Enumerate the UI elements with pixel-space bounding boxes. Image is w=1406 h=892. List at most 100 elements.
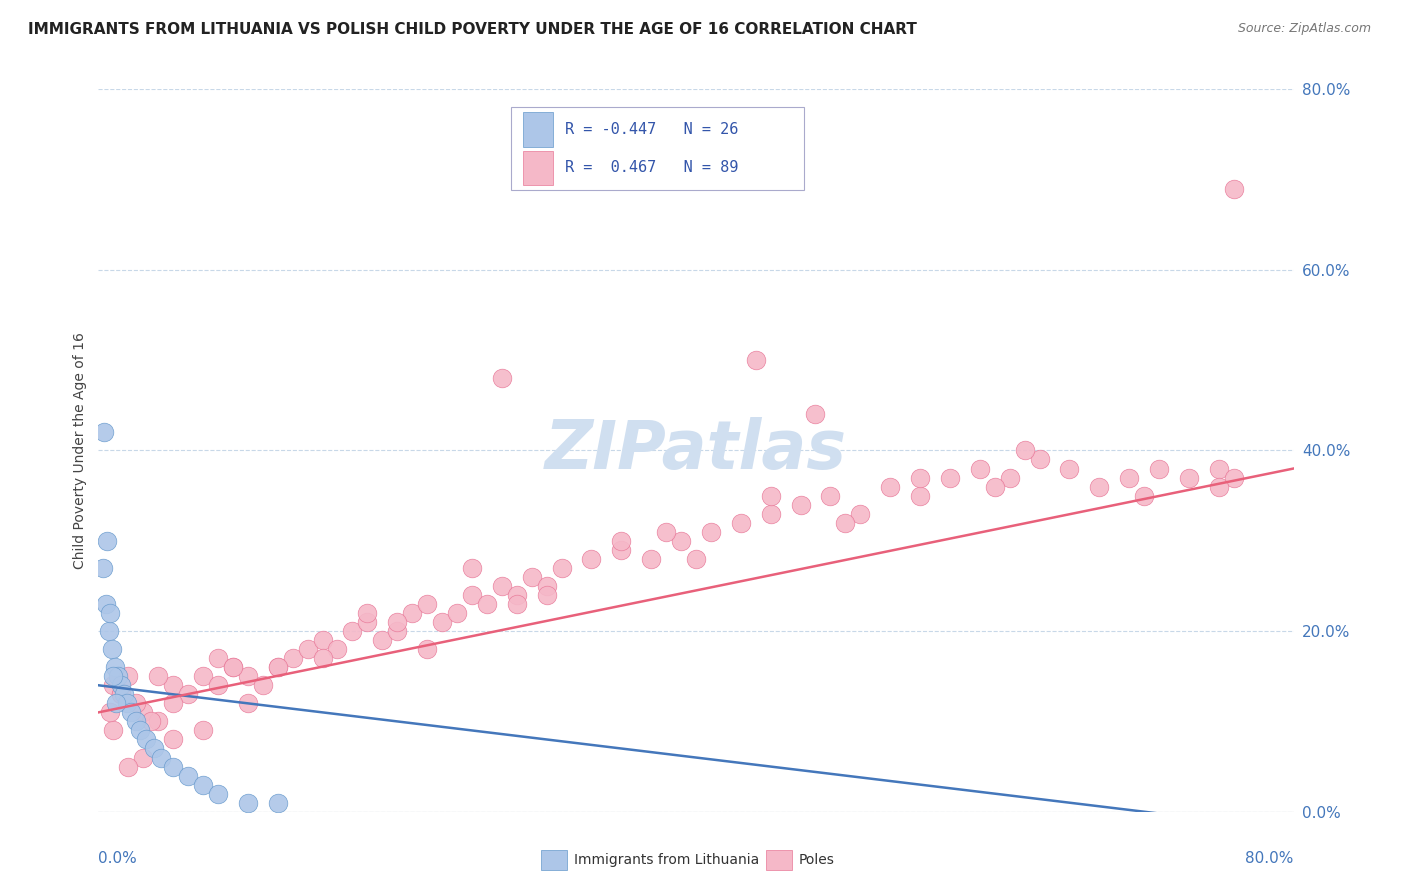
Point [281, 651, 304, 665]
Point [730, 516, 752, 530]
Point [267, 660, 290, 674]
Text: R =  0.467   N = 89: R = 0.467 N = 89 [565, 161, 738, 176]
Point [820, 489, 842, 503]
Point [908, 489, 931, 503]
Point [236, 796, 259, 810]
Point [506, 588, 529, 602]
Point [655, 524, 678, 539]
Text: R = -0.447   N = 26: R = -0.447 N = 26 [565, 122, 738, 137]
Point [98, 706, 122, 720]
Point [506, 597, 529, 611]
Point [297, 642, 319, 657]
Point [1088, 480, 1111, 494]
Point [162, 759, 184, 773]
Point [356, 606, 378, 620]
Point [110, 678, 132, 692]
Point [1208, 461, 1230, 475]
Point [132, 706, 155, 720]
Point [177, 687, 200, 701]
Point [132, 750, 155, 764]
Point [150, 750, 173, 764]
Point [759, 489, 782, 503]
Point [125, 696, 148, 710]
Point [222, 660, 245, 674]
Point [162, 678, 184, 692]
Point [536, 588, 558, 602]
Point [103, 669, 125, 683]
Point [610, 533, 633, 548]
Point [191, 723, 214, 738]
Point [669, 533, 692, 548]
Point [759, 507, 782, 521]
Point [789, 498, 811, 512]
Text: Immigrants from Lithuania: Immigrants from Lithuania [574, 853, 759, 867]
Point [371, 633, 394, 648]
Point [849, 507, 872, 521]
FancyBboxPatch shape [510, 107, 804, 190]
Point [1059, 461, 1081, 475]
Point [267, 796, 290, 810]
Point [207, 678, 229, 692]
Point [356, 615, 378, 629]
Point [125, 714, 148, 729]
Point [142, 741, 165, 756]
Text: Poles: Poles [799, 853, 835, 867]
Point [385, 615, 409, 629]
Point [475, 597, 498, 611]
Point [685, 551, 707, 566]
Point [117, 759, 139, 773]
Point [96, 533, 118, 548]
Point [236, 669, 259, 683]
Point [461, 588, 484, 602]
Point [834, 516, 856, 530]
Point [110, 687, 132, 701]
Point [103, 723, 125, 738]
Point [745, 353, 768, 368]
Point [416, 597, 439, 611]
Point [879, 480, 901, 494]
Point [207, 651, 229, 665]
Point [581, 551, 603, 566]
Point [191, 778, 214, 792]
Text: Source: ZipAtlas.com: Source: ZipAtlas.com [1237, 22, 1371, 36]
Point [107, 669, 129, 683]
Y-axis label: Child Poverty Under the Age of 16: Child Poverty Under the Age of 16 [73, 332, 87, 569]
Point [311, 651, 333, 665]
Point [162, 732, 184, 747]
Point [139, 714, 162, 729]
Point [1208, 480, 1230, 494]
Point [236, 696, 259, 710]
Point [148, 714, 170, 729]
Point [326, 642, 349, 657]
Point [461, 561, 484, 575]
Point [101, 642, 124, 657]
Point [491, 579, 513, 593]
Point [252, 678, 274, 692]
Point [1178, 470, 1201, 484]
Point [430, 615, 453, 629]
Text: ZIPatlas: ZIPatlas [546, 417, 846, 483]
Point [110, 687, 132, 701]
Point [908, 470, 931, 484]
Point [117, 669, 139, 683]
Bar [523, 112, 553, 147]
Point [401, 606, 423, 620]
Point [267, 660, 290, 674]
Point [103, 678, 125, 692]
Point [177, 769, 200, 783]
Point [640, 551, 662, 566]
Bar [523, 151, 553, 186]
Point [1014, 443, 1036, 458]
Point [104, 660, 127, 674]
Point [135, 732, 157, 747]
Point [520, 570, 543, 584]
Point [939, 470, 962, 484]
Point [700, 524, 723, 539]
Point [446, 606, 468, 620]
Point [1028, 452, 1050, 467]
Point [385, 624, 409, 639]
Point [98, 606, 122, 620]
Point [1223, 470, 1246, 484]
Point [129, 723, 152, 738]
Point [222, 660, 245, 674]
